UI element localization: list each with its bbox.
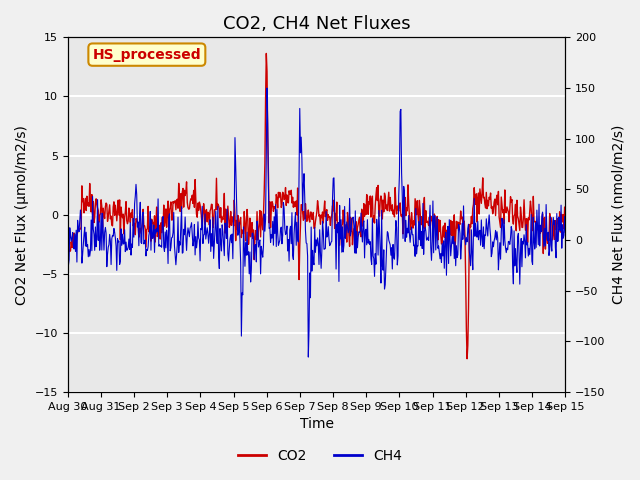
Title: CO2, CH4 Net Fluxes: CO2, CH4 Net Fluxes [223,15,410,33]
Text: HS_processed: HS_processed [93,48,201,61]
X-axis label: Time: Time [300,418,333,432]
Legend: CO2, CH4: CO2, CH4 [232,443,408,468]
Y-axis label: CH4 Net Flux (nmol/m2/s): CH4 Net Flux (nmol/m2/s) [611,125,625,304]
Y-axis label: CO2 Net Flux (μmol/m2/s): CO2 Net Flux (μmol/m2/s) [15,125,29,305]
